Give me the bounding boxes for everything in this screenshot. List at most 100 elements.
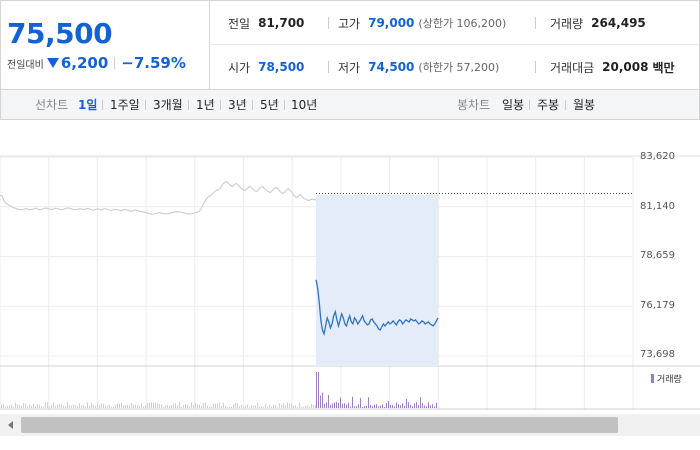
volume-bar — [378, 406, 379, 408]
volume-bar — [177, 405, 178, 408]
stat-value: 79,000 — [368, 16, 415, 30]
tab-weekly-candle[interactable]: 주봉 — [537, 98, 560, 112]
scroll-thumb[interactable] — [21, 417, 618, 433]
volume-bar — [115, 404, 116, 408]
volume-bar — [414, 403, 415, 408]
current-price: 75,500 — [7, 17, 113, 50]
volume-bar — [95, 405, 96, 408]
volume-bar — [133, 404, 134, 408]
volume-bar — [303, 406, 304, 408]
volume-bar — [167, 405, 168, 408]
volume-bar — [159, 403, 160, 408]
volume-bar — [239, 406, 240, 408]
volume-bar — [406, 398, 407, 408]
volume-bar — [65, 406, 66, 408]
volume-bar — [111, 406, 112, 408]
volume-bar — [25, 403, 26, 408]
y-tick-label: 81,140 — [640, 201, 675, 212]
volume-bar — [388, 401, 389, 408]
horizontal-scrollbar[interactable] — [0, 414, 700, 436]
volume-bar — [283, 403, 284, 408]
volume-bar — [143, 406, 144, 408]
stat-trade-value: 거래대금 20,008 백만 — [550, 45, 675, 89]
volume-bar — [215, 403, 216, 408]
volume-bar — [328, 394, 329, 408]
volume-bar — [267, 406, 268, 408]
volume-bar — [330, 404, 331, 408]
tab-3month[interactable]: 3개월 — [153, 98, 183, 112]
stat-grid: 전일 81,700 고가 79,000 (상한가 106,200) 거래량 26… — [211, 1, 699, 89]
volume-bar — [125, 404, 126, 408]
volume-bar — [269, 404, 270, 408]
volume-bar — [320, 395, 321, 408]
scroll-left-button[interactable] — [0, 414, 20, 436]
volume-bar — [265, 403, 266, 408]
stat-high: 고가 79,000 (상한가 106,200) — [338, 1, 506, 45]
volume-bar — [245, 405, 246, 408]
volume-bar — [195, 402, 196, 408]
tab-1year[interactable]: 1년 — [196, 98, 215, 112]
tab-5year[interactable]: 5년 — [260, 98, 279, 112]
volume-bar — [301, 406, 302, 408]
volume-bar — [426, 406, 427, 408]
volume-bar — [35, 406, 36, 408]
volume-bar — [394, 406, 395, 408]
volume-bar — [231, 406, 232, 408]
volume-bar — [29, 404, 30, 408]
tab-monthly-candle[interactable]: 월봉 — [573, 98, 596, 112]
stat-value: 20,008 — [602, 60, 649, 74]
volume-bar — [422, 403, 423, 408]
volume-bar — [135, 404, 136, 408]
volume-bar — [316, 372, 317, 408]
volume-bar — [157, 403, 158, 408]
stat-row-2: 시가 78,500 저가 74,500 (하한가 57,200) 거래대금 20… — [211, 45, 699, 89]
volume-bar — [370, 405, 371, 408]
tab-1week[interactable]: 1주일 — [110, 98, 140, 112]
volume-bar — [436, 402, 437, 408]
volume-bar — [249, 406, 250, 408]
divider — [188, 100, 189, 110]
tab-daily-candle[interactable]: 일봉 — [502, 98, 525, 112]
volume-bar — [350, 406, 351, 408]
tab-1day[interactable]: 1일 — [78, 98, 98, 112]
volume-bar — [273, 404, 274, 408]
volume-bar — [434, 406, 435, 408]
volume-bar — [412, 405, 413, 408]
stat-sub: (하한가 57,200) — [418, 61, 500, 74]
volume-bar — [207, 405, 208, 408]
volume-bar — [121, 402, 122, 408]
volume-bar — [360, 397, 361, 408]
quote-panel: 75,500 전일대비 6,200 −7.59% 전일 81,700 고가 79… — [0, 0, 700, 90]
volume-bar — [109, 404, 110, 408]
volume-bar — [374, 404, 375, 408]
volume-bar — [1, 404, 2, 408]
stat-unit: 백만 — [652, 60, 675, 75]
stat-sub: (상한가 106,200) — [418, 17, 507, 30]
volume-bar — [101, 403, 102, 408]
volume-bar — [295, 405, 296, 408]
tab-10year[interactable]: 10년 — [291, 98, 318, 112]
volume-bar — [326, 402, 327, 408]
divider — [565, 100, 566, 110]
intraday-chart: 83,620 81,140 78,659 76,179 73,698 거래량 — [0, 120, 700, 410]
volume-bar — [89, 405, 90, 408]
stat-label: 거래대금 — [550, 60, 595, 75]
volume-bar — [257, 403, 258, 408]
volume-bar — [27, 406, 28, 408]
volume-bar — [352, 396, 353, 408]
volume-bar — [277, 406, 278, 408]
volume-bar — [225, 406, 226, 408]
volume-bar — [93, 404, 94, 408]
volume-bar — [103, 403, 104, 408]
volume-bar — [251, 405, 252, 408]
volume-bar — [293, 405, 294, 408]
tab-3year[interactable]: 3년 — [228, 98, 247, 112]
volume-bar — [77, 406, 78, 408]
volume-bar — [382, 404, 383, 408]
volume-bar — [53, 402, 54, 408]
stat-value: 81,700 — [258, 16, 305, 30]
volume-bar — [255, 405, 256, 408]
volume-bar — [263, 406, 264, 408]
divider — [529, 100, 530, 110]
